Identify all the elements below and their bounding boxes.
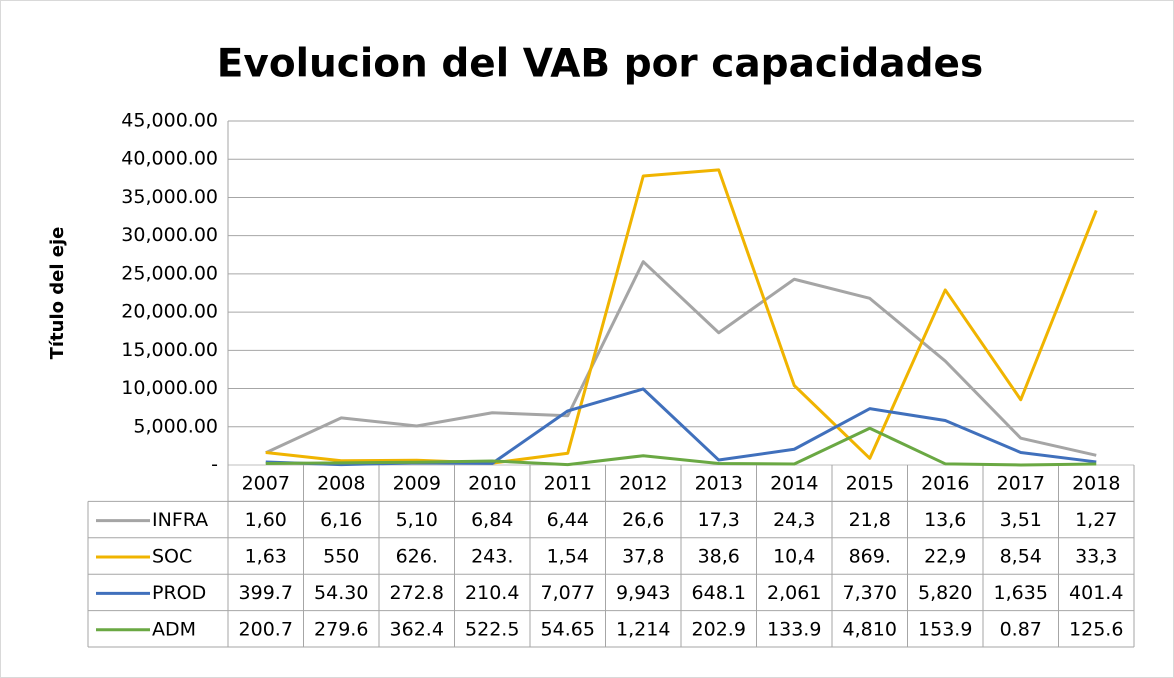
series-line [265, 260, 1097, 457]
table-value: 1,635 [994, 582, 1048, 604]
table-value: 648.1 [692, 582, 746, 604]
y-tick-label: 40,000.00 [121, 148, 218, 170]
table-value: 3,51 [1000, 509, 1042, 531]
table-value: 869. [849, 546, 891, 568]
table-value: 243. [471, 546, 513, 568]
series-line [265, 426, 1097, 467]
y-tick-label: - [211, 454, 218, 476]
y-tick-label: 20,000.00 [121, 301, 218, 323]
x-tick-label: 2015 [846, 473, 894, 495]
table-value: 7,370 [843, 582, 897, 604]
x-tick-label: 2011 [544, 473, 592, 495]
table-value: 54.30 [314, 582, 368, 604]
table-value: 24,3 [773, 509, 815, 531]
table-value: 54.65 [541, 618, 595, 640]
y-tick-label: 30,000.00 [121, 224, 218, 246]
y-tick-label: 5,000.00 [133, 415, 218, 437]
table-value: 153.9 [918, 618, 972, 640]
x-tick-label: 2008 [317, 473, 365, 495]
table-value: 4,810 [843, 618, 897, 640]
table-value: 401.4 [1069, 582, 1123, 604]
table-value: 6,84 [471, 509, 513, 531]
table-value: 2,061 [767, 582, 821, 604]
x-tick-label: 2018 [1072, 473, 1120, 495]
table-value: 8,54 [1000, 546, 1042, 568]
table-value: 279.6 [314, 618, 368, 640]
table-value: 1,214 [616, 618, 670, 640]
x-tick-label: 2012 [619, 473, 667, 495]
y-axis-title: Título del eje [47, 227, 68, 360]
y-tick-label: 45,000.00 [121, 110, 218, 132]
table-value: 37,8 [622, 546, 664, 568]
table-value: 17,3 [698, 509, 740, 531]
x-tick-label: 2010 [468, 473, 516, 495]
table-value: 9,943 [616, 582, 670, 604]
x-tick-label: 2007 [242, 473, 290, 495]
table-value: 362.4 [390, 618, 444, 640]
table-value: 1,60 [245, 509, 287, 531]
legend-label: ADM [152, 618, 196, 640]
table-value: 10,4 [773, 546, 815, 568]
table-value: 22,9 [924, 546, 966, 568]
y-tick-label: 25,000.00 [121, 262, 218, 284]
table-value: 6,44 [547, 509, 589, 531]
table-value: 38,6 [698, 546, 740, 568]
x-tick-label: 2016 [921, 473, 969, 495]
table-value: 1,63 [245, 546, 287, 568]
table-value: 210.4 [465, 582, 519, 604]
table-value: 13,6 [924, 509, 966, 531]
x-tick-label: 2009 [393, 473, 441, 495]
series-line [265, 168, 1098, 465]
x-tick-label: 2013 [695, 473, 743, 495]
table-value: 200.7 [239, 618, 293, 640]
legend-label: SOC [152, 546, 192, 568]
table-value: 1,54 [547, 546, 589, 568]
legend-label: PROD [152, 582, 206, 604]
x-tick-label: 2014 [770, 473, 818, 495]
table-value: 6,16 [320, 509, 362, 531]
table-value: 5,820 [918, 582, 972, 604]
x-tick-label: 2017 [997, 473, 1045, 495]
table-value: 399.7 [239, 582, 293, 604]
table-value: 21,8 [849, 509, 891, 531]
table-value: 626. [396, 546, 438, 568]
chart-title: Evolucion del VAB por capacidades [217, 42, 983, 87]
y-tick-label: 15,000.00 [121, 339, 218, 361]
y-tick-label: 35,000.00 [121, 186, 218, 208]
table-value: 1,27 [1075, 509, 1117, 531]
table-value: 272.8 [390, 582, 444, 604]
table-value: 7,077 [541, 582, 595, 604]
legend-label: INFRA [152, 509, 208, 531]
table-value: 5,10 [396, 509, 438, 531]
table-value: 133.9 [767, 618, 821, 640]
table-value: 125.6 [1069, 618, 1123, 640]
y-tick-label: 10,000.00 [121, 377, 218, 399]
table-value: 33,3 [1075, 546, 1117, 568]
table-value: 202.9 [692, 618, 746, 640]
table-value: 26,6 [622, 509, 664, 531]
table-value: 550 [323, 546, 359, 568]
table-value: 0.87 [1000, 618, 1042, 640]
table-value: 522.5 [465, 618, 519, 640]
